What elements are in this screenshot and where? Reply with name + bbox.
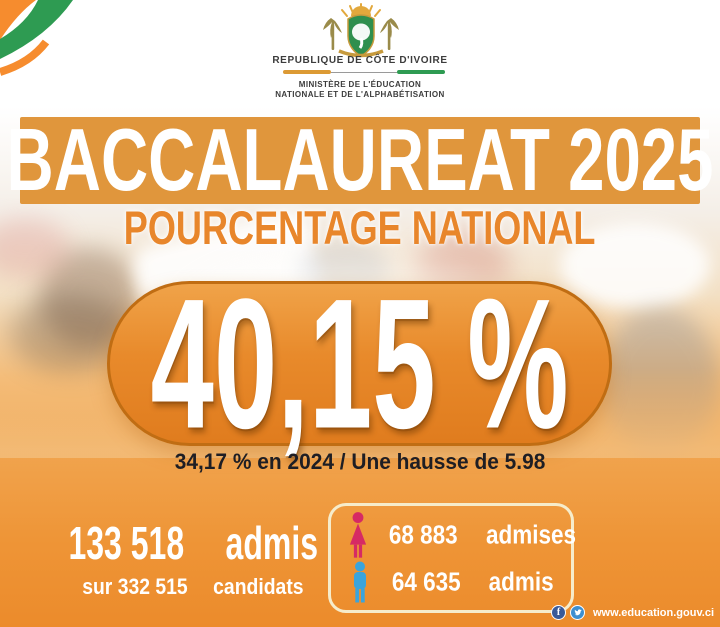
gender-breakdown-box: 68 883 admises 64 635 admis [328,503,577,613]
subtitle-text: POURCENTAGE NATIONAL [124,202,596,255]
ministry-line1: MINISTÈRE DE L'ÉDUCATION [298,80,422,89]
ministry-line2: NATIONALE ET DE L'ALPHABÉTISATION [275,90,445,99]
male-icon [345,561,374,604]
national-percentage-value: 40,15 % [150,260,569,467]
comparison-text: 34,17 % en 2024 / Une hausse de 5.98 [174,449,546,474]
female-label: admises [486,520,577,550]
candidates-label: candidats [212,574,304,599]
republic-title: REPUBLIQUE DE CÔTE D'IVOIRE [272,55,448,66]
facebook-icon[interactable]: f [550,605,566,620]
ministry-title: MINISTÈRE DE L'ÉDUCATION NATIONALE ET DE… [0,80,720,100]
male-label: admis [488,567,554,597]
twitter-icon[interactable] [569,605,585,620]
banner-title: BACCALAUREAT 2025 [6,111,714,210]
title-banner: BACCALAUREAT 2025 [7,111,714,210]
admitted-count: 133 518 [68,518,185,570]
admitted-label: admis [226,518,319,570]
male-count: 64 635 [392,567,461,597]
totals: 133 518 admis sur 332 515 candidats [52,518,332,600]
subtitle: POURCENTAGE NATIONAL [0,202,720,255]
flag-separator [283,70,445,74]
ivory-coast-flag-ribbon [0,0,73,76]
website-link[interactable]: www.education.gouv.ci [592,606,714,619]
comparison-line: 34,17 % en 2024 / Une hausse de 5.98 [0,449,720,475]
coat-of-arms-icon [323,3,399,58]
female-icon [345,511,371,560]
candidates-count: sur 332 515 [81,574,188,599]
national-percentage-pill: 40,15 % [107,260,612,467]
female-row: 68 883 admises [345,511,577,560]
male-row: 64 635 admis [345,561,557,604]
female-count: 68 883 [388,520,458,550]
footer: f www.education.gouv.ci [550,605,714,620]
